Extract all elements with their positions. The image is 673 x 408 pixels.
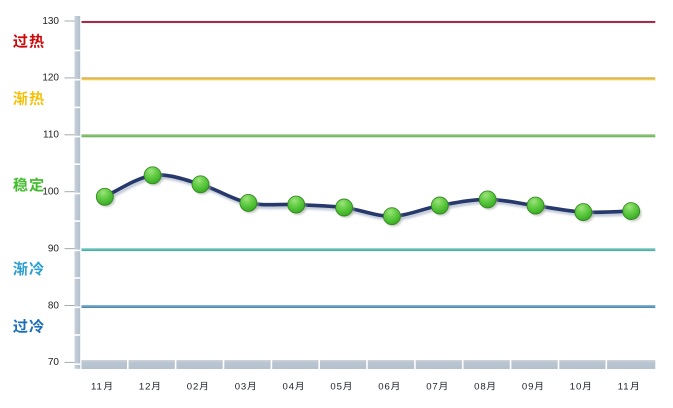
svg-text:06: 06	[378, 381, 390, 392]
svg-text:12: 12	[139, 381, 151, 392]
svg-text:11: 11	[91, 381, 103, 392]
svg-text:80: 80	[48, 300, 60, 311]
svg-text:02: 02	[187, 381, 199, 392]
svg-text:130: 130	[42, 16, 59, 27]
svg-text:110: 110	[43, 130, 59, 141]
svg-text:100: 100	[42, 187, 59, 198]
svg-text:03: 03	[235, 381, 247, 392]
svg-text:11: 11	[618, 381, 630, 392]
svg-text:04: 04	[283, 381, 295, 392]
svg-text:90: 90	[48, 243, 60, 254]
svg-text:09: 09	[522, 381, 534, 392]
svg-text:05: 05	[330, 381, 342, 392]
svg-text:07: 07	[426, 381, 438, 392]
svg-text:120: 120	[42, 73, 59, 84]
svg-text:70: 70	[48, 357, 60, 368]
svg-text:08: 08	[474, 381, 486, 392]
svg-text:10: 10	[570, 381, 582, 392]
